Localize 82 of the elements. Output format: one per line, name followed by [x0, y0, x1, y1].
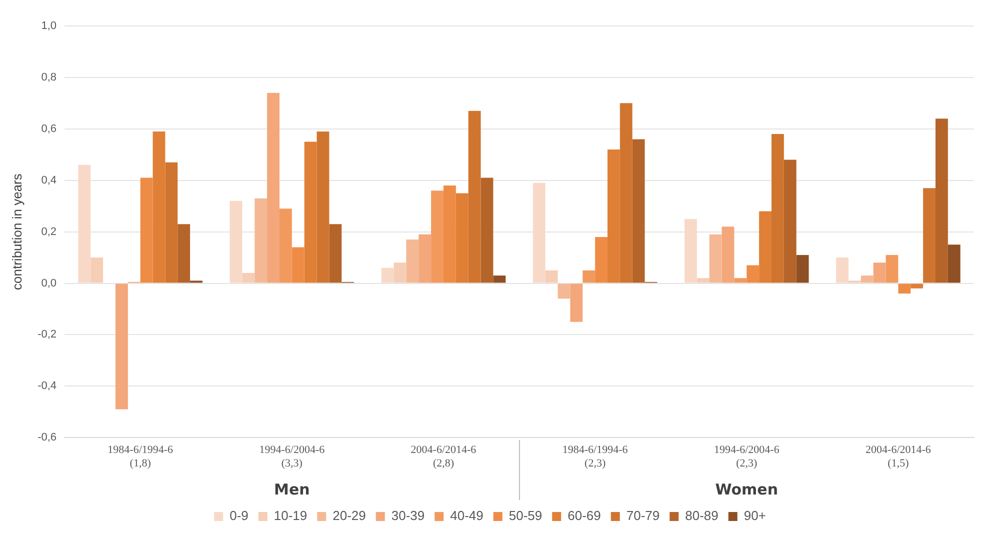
bar — [418, 234, 432, 283]
y-tick-label: 0,0 — [41, 277, 57, 290]
bar — [784, 160, 796, 283]
x-tick-label: 1994-6/2004-6 (3,3) — [259, 444, 326, 470]
bar — [696, 278, 710, 283]
bar — [632, 139, 645, 283]
y-tick-label: -0,6 — [38, 432, 57, 444]
text: Men — [274, 480, 310, 498]
y-tick-label: 0,6 — [41, 122, 57, 135]
bar — [431, 190, 444, 283]
y-tick-label: 0,8 — [41, 71, 57, 84]
bar — [178, 224, 190, 283]
bar — [709, 234, 722, 283]
bar — [620, 103, 632, 283]
legend-label: 90+ — [744, 508, 766, 524]
bar — [267, 92, 280, 283]
bar — [480, 178, 494, 283]
bar — [886, 254, 898, 283]
bar — [595, 236, 608, 283]
y-tick-label: 0,2 — [41, 226, 57, 238]
y-tick-label: 0,4 — [41, 174, 57, 186]
bar — [746, 265, 760, 283]
bar — [771, 134, 784, 283]
bar — [304, 142, 317, 283]
bar — [90, 258, 104, 283]
bar — [545, 270, 558, 283]
bar — [254, 198, 268, 283]
legend-label: 30-39 — [391, 508, 425, 524]
bar — [722, 226, 734, 283]
bar — [242, 272, 255, 283]
bar — [570, 284, 583, 322]
bar — [140, 178, 153, 283]
bar — [684, 218, 697, 283]
legend-label: 50-59 — [508, 508, 542, 524]
legend-label: 0-9 — [230, 508, 248, 524]
bar — [607, 149, 620, 283]
bar — [456, 193, 468, 283]
bar — [532, 182, 546, 283]
x-tick-label: 2004-6/2014-6 (2,8) — [410, 444, 477, 470]
y-axis-title: contribution in years — [9, 173, 24, 290]
x-tick-label: 1984-6/1994-6 (1,8) — [108, 444, 174, 470]
bar — [468, 110, 481, 283]
bar — [582, 270, 596, 283]
bar — [230, 200, 242, 283]
y-tick-label: -0,2 — [38, 328, 57, 341]
legend-label: 70-79 — [626, 508, 660, 524]
bar — [443, 185, 456, 283]
bar — [78, 164, 91, 283]
legend-label: 40-49 — [450, 508, 484, 524]
x-tick-label: 1994-6/2004-6 (2,3) — [714, 444, 780, 470]
legend-label: 80-89 — [685, 508, 718, 524]
bar — [948, 244, 960, 283]
legend-label: 20-29 — [332, 508, 366, 524]
x-tick-label: 2004-6/2014-6 (1,5) — [866, 444, 932, 470]
bar — [836, 258, 848, 283]
bar — [910, 284, 924, 288]
legend-label: 10-19 — [274, 508, 308, 524]
bar — [493, 276, 506, 283]
bar — [923, 188, 936, 283]
bar — [734, 278, 747, 283]
bar — [558, 284, 570, 299]
bar — [329, 224, 342, 283]
bar — [759, 211, 772, 283]
text: Women — [715, 480, 778, 498]
bar — [279, 208, 292, 283]
bar — [292, 247, 304, 283]
bar — [936, 118, 948, 283]
bar — [316, 131, 330, 283]
bar — [406, 240, 419, 283]
bar — [898, 284, 911, 294]
bar — [152, 131, 166, 283]
bar — [873, 262, 886, 283]
bar — [394, 262, 406, 283]
bar — [860, 276, 874, 283]
y-tick-label: 1,0 — [41, 20, 57, 32]
bar — [381, 268, 394, 283]
x-tick-label: 1984-6/1994-6 (2,3) — [562, 444, 628, 470]
y-tick-label: -0,4 — [38, 380, 57, 392]
bar — [165, 162, 178, 283]
bar — [796, 254, 809, 283]
legend-label: 60-69 — [568, 508, 601, 524]
bar — [115, 284, 128, 410]
